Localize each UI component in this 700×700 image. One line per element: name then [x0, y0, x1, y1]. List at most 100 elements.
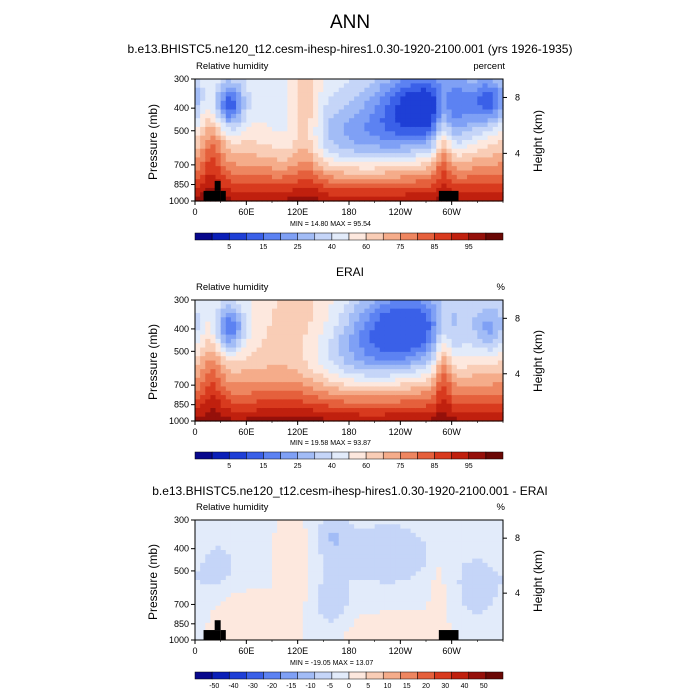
heatmap-cell [343, 386, 350, 392]
heatmap-cell [426, 550, 432, 555]
heatmap-cell [297, 360, 304, 366]
heatmap-cell [405, 537, 412, 543]
heatmap-cell [338, 356, 345, 362]
heatmap-cell [256, 635, 263, 641]
heatmap-cell [277, 382, 283, 388]
heatmap-cell [431, 183, 437, 189]
heatmap-cell [313, 347, 319, 353]
heatmap-cell [205, 558, 211, 564]
heatmap-cell [410, 148, 417, 154]
heatmap-cell [436, 304, 442, 310]
heatmap-cell [318, 592, 324, 598]
y-tick-label: 700 [174, 380, 189, 390]
heatmap-cell [369, 100, 376, 106]
heatmap-cell [384, 364, 391, 370]
heatmap-cell [292, 614, 299, 620]
heatmap-cell [456, 100, 463, 106]
heatmap-cell [246, 122, 253, 128]
heatmap-cell [451, 369, 458, 375]
heatmap-cell [492, 304, 499, 310]
heatmap-cell [246, 395, 253, 400]
heatmap-cell [379, 601, 386, 607]
heatmap-cell [323, 131, 330, 137]
heatmap-cell [292, 631, 299, 637]
heatmap-cell [323, 343, 330, 349]
heatmap-cell [277, 338, 283, 344]
heatmap-cell [307, 390, 314, 396]
heatmap-cell [395, 601, 401, 607]
heatmap-cell [251, 395, 258, 400]
heatmap-cell [354, 562, 360, 568]
heatmap-cell [292, 192, 299, 198]
heatmap-cell [497, 364, 504, 370]
heatmap-cell [364, 343, 371, 349]
heatmap-cell [246, 330, 253, 336]
heatmap-cell [395, 537, 401, 543]
heatmap-cell [282, 532, 288, 538]
heatmap-cell [359, 386, 365, 392]
heatmap-cell [307, 312, 314, 318]
heatmap-cell [487, 135, 494, 141]
heatmap-cell [282, 161, 288, 167]
heatmap-cell [318, 356, 324, 362]
heatmap-cell [390, 308, 396, 314]
heatmap-cell [441, 584, 448, 590]
heatmap-cell [292, 96, 299, 102]
heatmap-cell [415, 618, 422, 624]
heatmap-cell [415, 369, 422, 375]
heatmap-cell [446, 148, 453, 154]
heatmap-cell [272, 140, 278, 145]
heatmap-cell [241, 144, 247, 150]
heatmap-cell [420, 187, 427, 193]
heatmap-cell [251, 584, 258, 590]
heatmap-cell [426, 597, 432, 603]
heatmap-cell [405, 541, 412, 547]
heatmap-cell [302, 338, 309, 344]
heatmap-cell [441, 170, 448, 176]
heatmap-cell [225, 148, 232, 154]
heatmap-cell [210, 592, 217, 598]
heatmap-cell [195, 614, 201, 620]
heatmap-cell [266, 96, 273, 102]
heatmap-cell [384, 537, 391, 543]
heatmap-cell [446, 592, 453, 598]
heatmap-cell [241, 79, 247, 84]
heatmap-cell [307, 416, 314, 422]
heatmap-cell [195, 317, 201, 323]
heatmap-cell [277, 580, 283, 585]
heatmap-cell [451, 87, 458, 93]
heatmap-cell [431, 580, 437, 585]
heatmap-cell [379, 558, 386, 564]
heatmap-cell [205, 343, 211, 349]
heatmap-cell [492, 161, 499, 167]
heatmap-cell [461, 343, 468, 349]
heatmap-cell [415, 386, 422, 392]
heatmap-cell [477, 144, 484, 150]
heatmap-cell [461, 558, 468, 564]
heatmap-cell [261, 79, 268, 84]
heatmap-cell [328, 304, 335, 310]
heatmap-cell [251, 343, 258, 349]
heatmap-cell [379, 545, 386, 551]
heatmap-cell [215, 408, 222, 413]
heatmap-cell [400, 308, 407, 314]
heatmap-cell [210, 135, 217, 141]
heatmap-cell [436, 528, 442, 534]
heatmap-cell [379, 618, 386, 624]
heatmap-cell [405, 343, 412, 349]
heatmap-cell [497, 113, 504, 119]
heatmap-cell [323, 100, 330, 106]
heatmap-cell [246, 562, 253, 568]
heatmap-cell [441, 122, 448, 128]
heatmap-cell [426, 83, 432, 89]
heatmap-cell [410, 550, 417, 555]
heatmap-cell [307, 592, 314, 598]
heatmap-cell [241, 558, 247, 564]
heatmap-cell [297, 92, 304, 98]
heatmap-cell [400, 96, 407, 102]
heatmap-cell [282, 580, 288, 585]
heatmap-cell [359, 174, 365, 180]
heatmap-cell [456, 528, 463, 534]
heatmap-cell [436, 131, 442, 137]
